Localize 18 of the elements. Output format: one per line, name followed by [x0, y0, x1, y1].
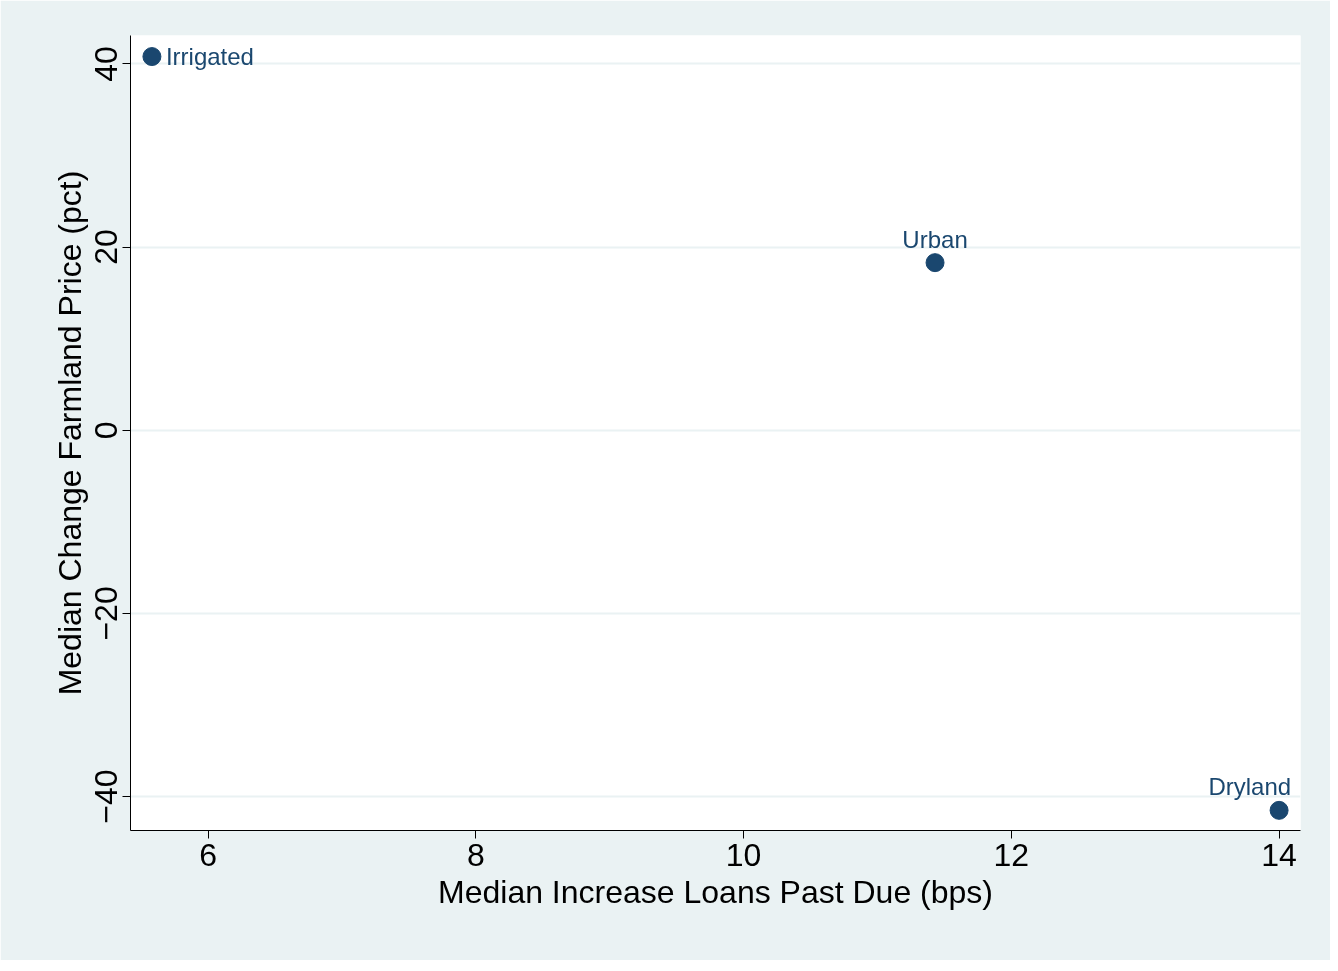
x-axis-title: Median Increase Loans Past Due (bps) [438, 873, 993, 910]
point [1269, 800, 1289, 820]
y-tick-label: −40 [88, 769, 125, 824]
point [142, 47, 162, 67]
y-axis-title: Median Change Farmland Price (pct) [51, 170, 88, 696]
annotation: Irrigated [165, 43, 254, 71]
point [925, 253, 945, 273]
y-tick-label: −20 [88, 586, 125, 641]
x-tick-label: 12 [993, 836, 1030, 873]
x-tick-label: 6 [199, 836, 218, 873]
y-tick-label: 40 [88, 46, 125, 82]
x-tick-label: 14 [1261, 836, 1297, 873]
x-tick-label: 10 [725, 836, 762, 873]
y-tick-label: 20 [88, 229, 125, 265]
annotation: Urban [902, 225, 968, 253]
x-tick-label: 8 [466, 836, 485, 873]
y-tick-label: 0 [88, 421, 125, 440]
annotation: Dryland [1208, 773, 1292, 801]
